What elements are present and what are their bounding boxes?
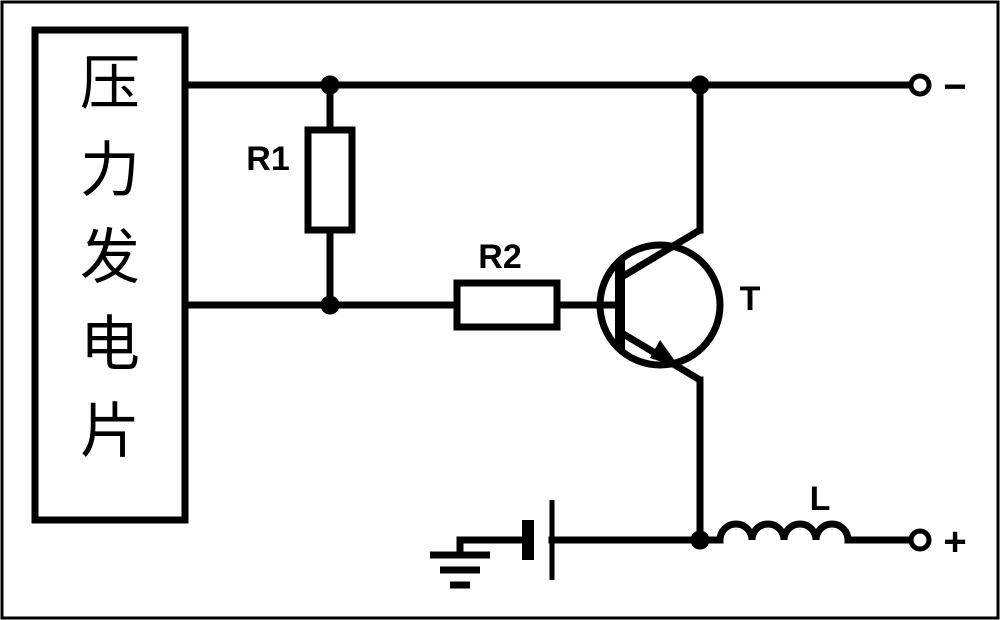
- resistor-r1: [308, 130, 352, 230]
- resistor-r2: [457, 283, 557, 327]
- label-r1: R1: [246, 140, 289, 178]
- label-pos: +: [943, 520, 966, 564]
- transistor-t: [600, 230, 720, 380]
- components: [308, 130, 848, 585]
- source-block: 压力发电片: [35, 30, 185, 520]
- label-neg: −: [943, 65, 966, 109]
- label-t: T: [740, 280, 761, 318]
- label-r2: R2: [478, 238, 521, 276]
- label-l: L: [810, 480, 831, 518]
- circuit-diagram: 压力发电片 R1 R2 T L − +: [0, 0, 1000, 620]
- inductor-l: [720, 524, 848, 540]
- source-block-label: 压力发电片: [80, 51, 140, 465]
